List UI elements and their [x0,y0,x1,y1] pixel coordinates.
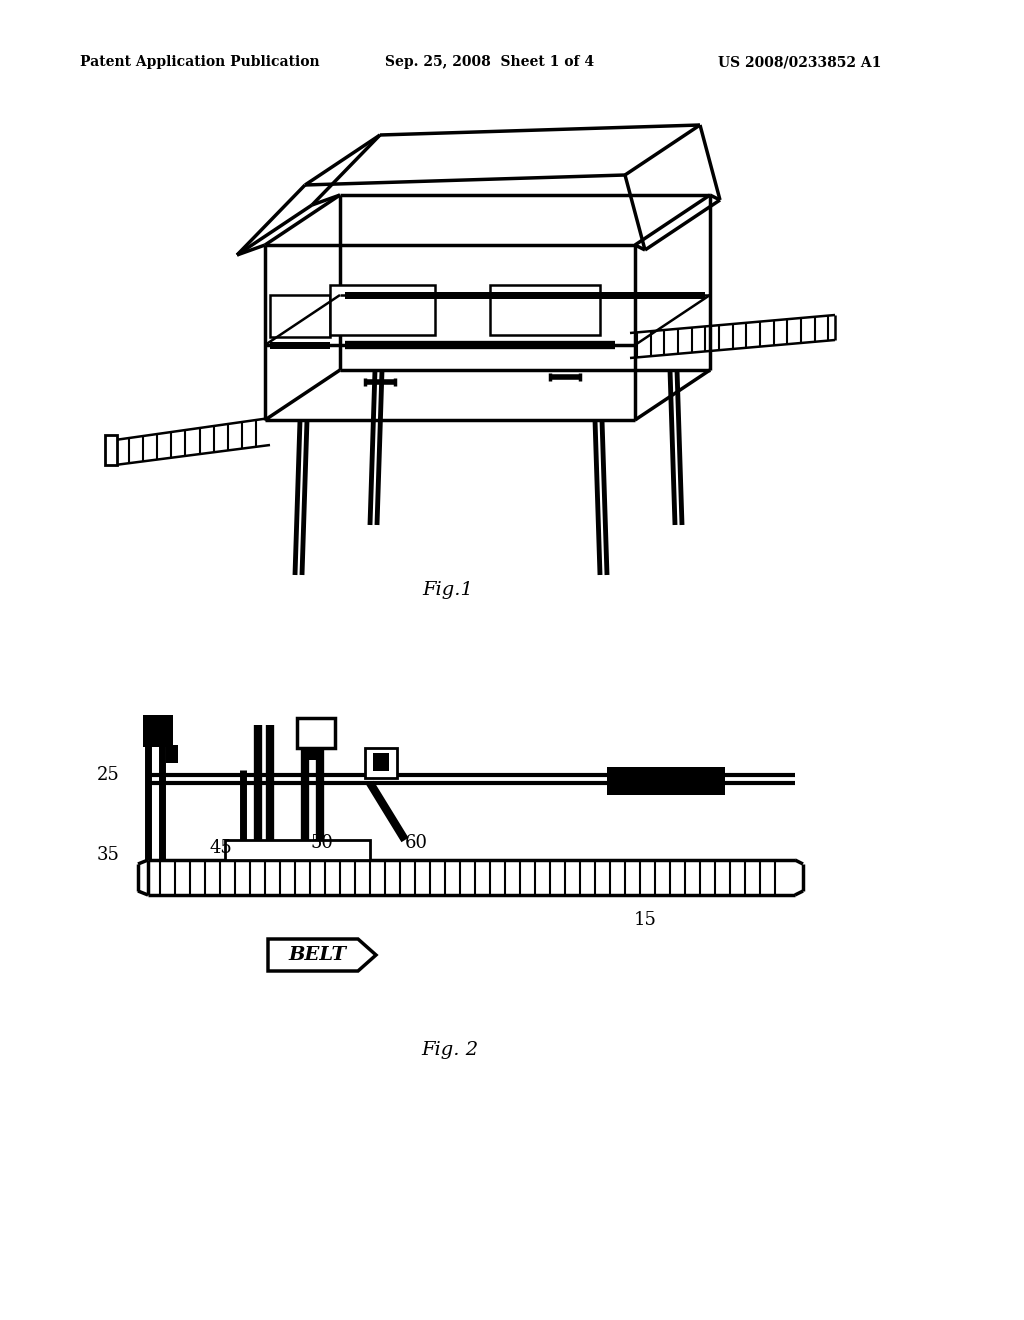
Text: 45: 45 [209,840,232,857]
Bar [105,436,117,465]
Text: Patent Application Publication: Patent Application Publication [80,55,319,69]
Text: Sep. 25, 2008  Sheet 1 of 4: Sep. 25, 2008 Sheet 1 of 4 [385,55,595,69]
Text: 35: 35 [97,846,120,865]
Bar [490,285,600,335]
Text: 15: 15 [634,911,656,929]
Text: 50: 50 [310,834,333,851]
Bar [330,285,435,335]
Text: BELT: BELT [288,946,346,964]
Polygon shape [268,939,376,972]
Text: 25: 25 [97,766,120,784]
Bar [225,840,370,861]
Bar [365,748,397,777]
Bar [166,744,178,763]
Bar [297,718,335,748]
Bar [373,752,389,771]
Bar [270,342,330,348]
Bar [270,294,330,337]
Text: US 2008/0233852 A1: US 2008/0233852 A1 [718,55,882,69]
Text: Fig. 2: Fig. 2 [422,1041,478,1059]
Text: Fig.1: Fig.1 [423,581,473,599]
Bar [607,767,725,795]
Bar [143,715,173,747]
Bar [309,748,319,760]
Bar [345,292,705,300]
Text: 60: 60 [406,834,428,851]
